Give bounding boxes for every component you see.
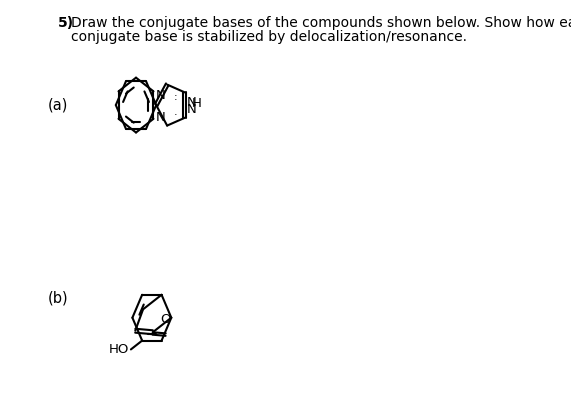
Text: HO: HO: [108, 343, 128, 356]
Text: Draw the conjugate bases of the compounds shown below. Show how each: Draw the conjugate bases of the compound…: [71, 16, 571, 30]
Text: 5): 5): [58, 16, 74, 30]
Text: (a): (a): [47, 98, 68, 112]
Text: :: :: [174, 92, 178, 103]
Text: N: N: [156, 111, 166, 124]
Text: conjugate base is stabilized by delocalization/resonance.: conjugate base is stabilized by delocali…: [71, 30, 467, 44]
Text: H: H: [192, 97, 202, 110]
Text: N: N: [186, 103, 196, 116]
Text: N: N: [156, 89, 166, 101]
Text: O: O: [160, 313, 171, 325]
Text: (b): (b): [47, 290, 68, 306]
Text: ·: ·: [174, 110, 178, 120]
Text: N: N: [186, 96, 196, 109]
